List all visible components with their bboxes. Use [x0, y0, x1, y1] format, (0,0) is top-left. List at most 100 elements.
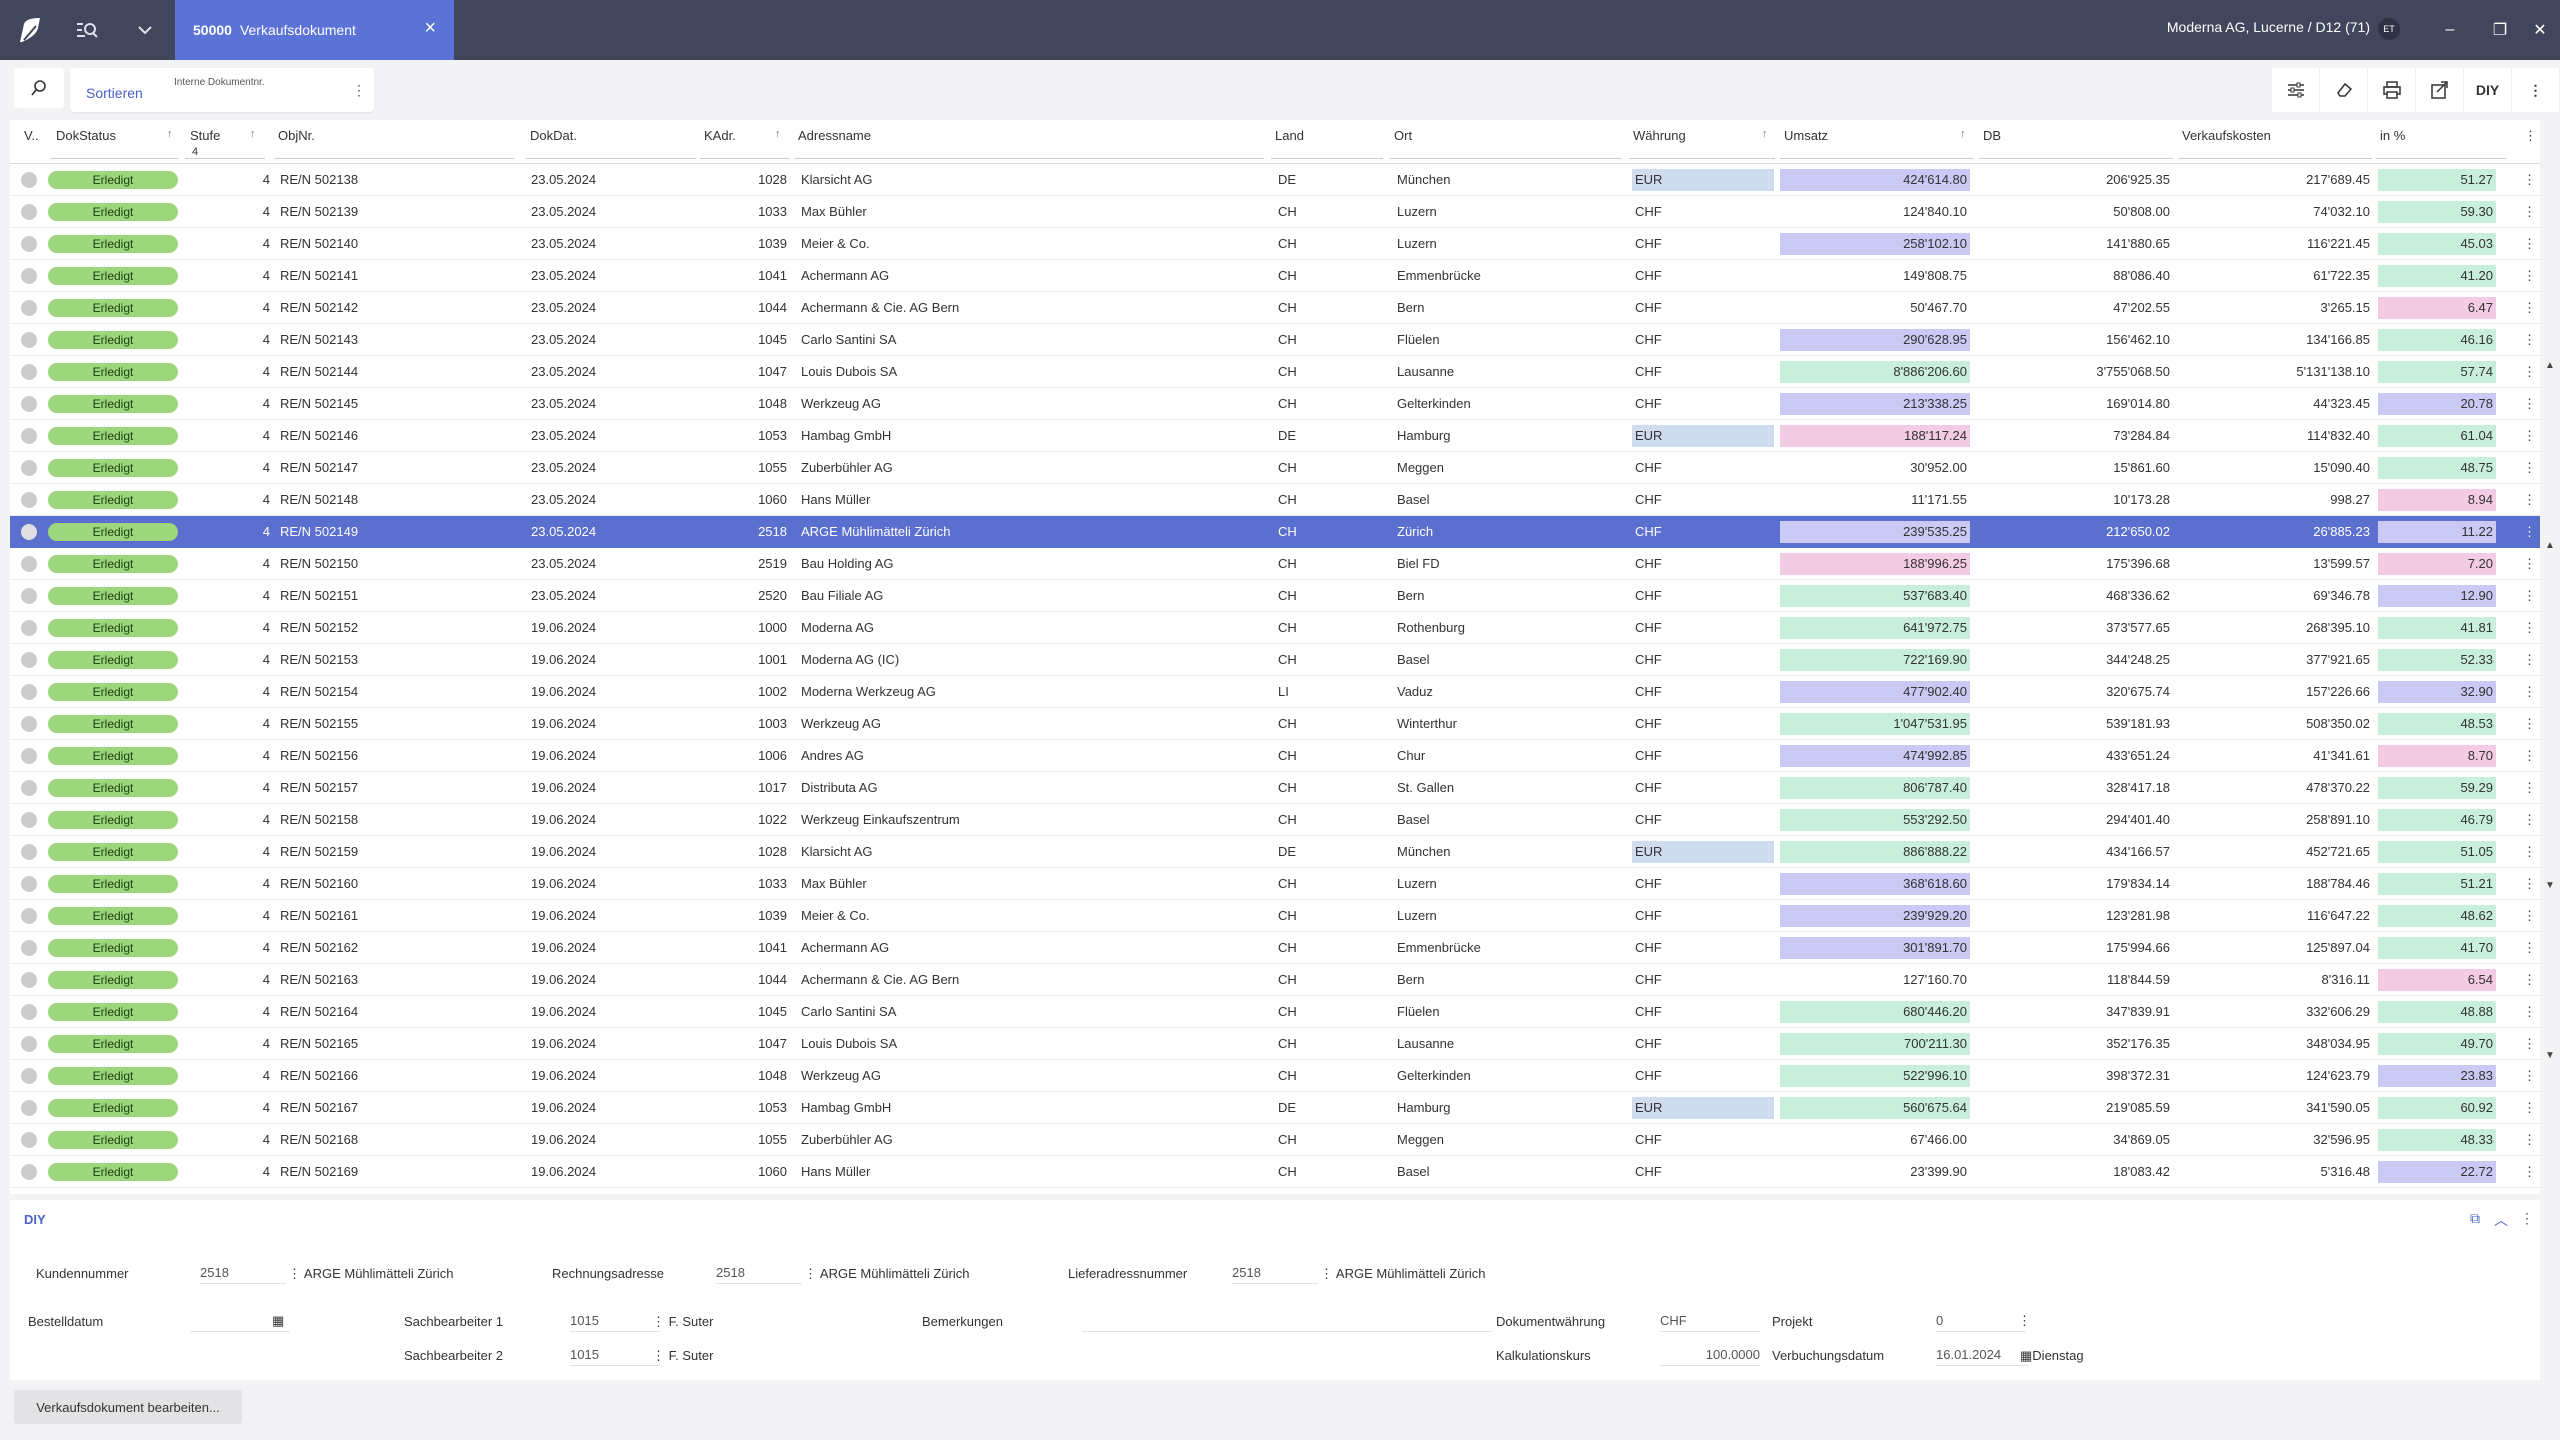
table-row[interactable]: Erledigt 4 RE/N 502141 23.05.2024 1041 A…: [10, 260, 2540, 292]
row-menu-icon[interactable]: ⋮: [2523, 172, 2536, 187]
row-select-radio[interactable]: [21, 1164, 37, 1180]
kundennummer-field[interactable]: 2518: [200, 1264, 286, 1284]
row-select-radio[interactable]: [21, 460, 37, 476]
row-select-radio[interactable]: [21, 684, 37, 700]
col-header-dokdat[interactable]: DokDat.: [530, 128, 577, 143]
sort-arrow-icon[interactable]: ↑: [1762, 128, 1768, 140]
table-row[interactable]: Erledigt 4 RE/N 502140 23.05.2024 1039 M…: [10, 228, 2540, 260]
row-select-radio[interactable]: [21, 1100, 37, 1116]
row-menu-icon[interactable]: ⋮: [2523, 1004, 2536, 1019]
row-select-radio[interactable]: [21, 1132, 37, 1148]
sort-arrow-icon[interactable]: ↑: [775, 128, 781, 140]
col-header-verkaufskosten[interactable]: Verkaufskosten: [2182, 128, 2271, 143]
table-row[interactable]: Erledigt 4 RE/N 502160 19.06.2024 1033 M…: [10, 868, 2540, 900]
row-select-radio[interactable]: [21, 844, 37, 860]
row-select-radio[interactable]: [21, 172, 37, 188]
table-row[interactable]: Erledigt 4 RE/N 502148 23.05.2024 1060 H…: [10, 484, 2540, 516]
row-select-radio[interactable]: [21, 1068, 37, 1084]
col-header-dokstatus[interactable]: DokStatus: [56, 128, 116, 143]
row-select-radio[interactable]: [21, 236, 37, 252]
row-menu-icon[interactable]: ⋮: [2523, 300, 2536, 315]
row-menu-icon[interactable]: ⋮: [2523, 1036, 2536, 1051]
row-select-radio[interactable]: [21, 396, 37, 412]
table-row[interactable]: Erledigt 4 RE/N 502169 19.06.2024 1060 H…: [10, 1156, 2540, 1188]
table-row[interactable]: Erledigt 4 RE/N 502163 19.06.2024 1044 A…: [10, 964, 2540, 996]
minimize-icon[interactable]: –: [2445, 21, 2455, 38]
table-row[interactable]: Erledigt 4 RE/N 502149 23.05.2024 2518 A…: [10, 516, 2540, 548]
row-menu-icon[interactable]: ⋮: [2523, 524, 2536, 539]
edit-document-button[interactable]: Verkaufsdokument bearbeiten...: [14, 1390, 242, 1424]
app-logo-icon[interactable]: [14, 14, 48, 46]
row-select-radio[interactable]: [21, 748, 37, 764]
sort-arrow-icon[interactable]: ↑: [1960, 128, 1966, 140]
table-row[interactable]: Erledigt 4 RE/N 502138 23.05.2024 1028 K…: [10, 164, 2540, 196]
scroll-up-icon[interactable]: ▲: [2545, 540, 2555, 551]
row-select-radio[interactable]: [21, 972, 37, 988]
row-select-radio[interactable]: [21, 204, 37, 220]
row-menu-icon[interactable]: ⋮: [2523, 812, 2536, 827]
row-menu-icon[interactable]: ⋮: [2523, 1132, 2536, 1147]
col-header-in-pct[interactable]: in %: [2380, 128, 2406, 143]
row-menu-icon[interactable]: ⋮: [2523, 620, 2536, 635]
table-row[interactable]: Erledigt 4 RE/N 502151 23.05.2024 2520 B…: [10, 580, 2540, 612]
row-menu-icon[interactable]: ⋮: [2523, 748, 2536, 763]
table-row[interactable]: Erledigt 4 RE/N 502162 19.06.2024 1041 A…: [10, 932, 2540, 964]
row-menu-icon[interactable]: ⋮: [2523, 876, 2536, 891]
more-vertical-icon[interactable]: ⋮: [2512, 68, 2560, 112]
col-header-adressname[interactable]: Adressname: [798, 128, 871, 143]
table-row[interactable]: Erledigt 4 RE/N 502150 23.05.2024 2519 B…: [10, 548, 2540, 580]
more-vertical-icon[interactable]: ⋮: [2520, 1210, 2534, 1226]
more-vertical-icon[interactable]: ⋮: [2018, 1313, 2031, 1328]
row-menu-icon[interactable]: ⋮: [2523, 1068, 2536, 1083]
row-menu-icon[interactable]: ⋮: [2523, 236, 2536, 251]
table-row[interactable]: Erledigt 4 RE/N 502139 23.05.2024 1033 M…: [10, 196, 2540, 228]
projekt-field[interactable]: 0: [1936, 1312, 2026, 1332]
col-header-stufe[interactable]: Stufe: [190, 128, 221, 143]
close-window-icon[interactable]: ✕: [2533, 22, 2547, 39]
row-menu-icon[interactable]: ⋮: [2523, 844, 2536, 859]
row-menu-icon[interactable]: ⋮: [2523, 908, 2536, 923]
close-tab-icon[interactable]: ×: [424, 17, 436, 39]
search-menu-icon[interactable]: [70, 14, 104, 46]
calendar-icon[interactable]: ▦: [272, 1313, 285, 1328]
table-row[interactable]: Erledigt 4 RE/N 502161 19.06.2024 1039 M…: [10, 900, 2540, 932]
row-select-radio[interactable]: [21, 1004, 37, 1020]
rechnungsadresse-field[interactable]: 2518: [716, 1264, 802, 1284]
sort-label[interactable]: Sortieren: [86, 85, 143, 101]
row-select-radio[interactable]: [21, 652, 37, 668]
diy-button[interactable]: DIY: [2464, 68, 2512, 112]
row-select-radio[interactable]: [21, 588, 37, 604]
table-row[interactable]: Erledigt 4 RE/N 502144 23.05.2024 1047 L…: [10, 356, 2540, 388]
row-menu-icon[interactable]: ⋮: [2523, 684, 2536, 699]
row-menu-icon[interactable]: ⋮: [2523, 204, 2536, 219]
row-menu-icon[interactable]: ⋮: [2523, 460, 2536, 475]
row-menu-icon[interactable]: ⋮: [2523, 652, 2536, 667]
sb2-field[interactable]: 1015: [570, 1346, 660, 1366]
col-header-ort[interactable]: Ort: [1394, 128, 1413, 143]
row-select-radio[interactable]: [21, 812, 37, 828]
stufe-filter-value[interactable]: 4: [192, 146, 199, 158]
row-menu-icon[interactable]: ⋮: [2523, 780, 2536, 795]
row-menu-icon[interactable]: ⋮: [2523, 556, 2536, 571]
col-header-kadr[interactable]: KAdr.: [704, 128, 736, 143]
row-select-radio[interactable]: [21, 332, 37, 348]
search-button[interactable]: [14, 68, 64, 108]
col-header-v[interactable]: V..: [24, 128, 39, 143]
row-select-radio[interactable]: [21, 492, 37, 508]
table-row[interactable]: Erledigt 4 RE/N 502147 23.05.2024 1055 Z…: [10, 452, 2540, 484]
sort-selector[interactable]: Sortieren Interne Dokumentnr. ⋮: [70, 68, 374, 112]
more-vertical-icon[interactable]: ⋮: [352, 82, 366, 98]
lieferadresse-field[interactable]: 2518: [1232, 1264, 1318, 1284]
col-header-objnr[interactable]: ObjNr.: [278, 128, 315, 143]
row-select-radio[interactable]: [21, 716, 37, 732]
col-header-waehrung[interactable]: Währung: [1633, 128, 1686, 143]
row-menu-icon[interactable]: ⋮: [2523, 364, 2536, 379]
bemerkungen-field[interactable]: [1082, 1312, 1492, 1332]
row-menu-icon[interactable]: ⋮: [2523, 716, 2536, 731]
row-select-radio[interactable]: [21, 1036, 37, 1052]
table-row[interactable]: Erledigt 4 RE/N 502159 19.06.2024 1028 K…: [10, 836, 2540, 868]
row-select-radio[interactable]: [21, 556, 37, 572]
sort-arrow-icon[interactable]: ↑: [167, 128, 173, 140]
row-menu-icon[interactable]: ⋮: [2523, 268, 2536, 283]
col-header-land[interactable]: Land: [1275, 128, 1304, 143]
